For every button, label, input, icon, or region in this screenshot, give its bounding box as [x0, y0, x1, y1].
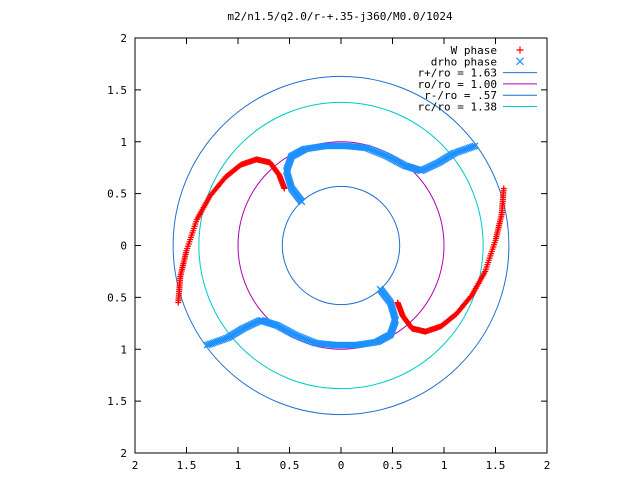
x-tick-label: 1.5: [177, 459, 197, 472]
reference-circle: [172, 75, 510, 416]
legend-label: r-/ro = .57: [424, 89, 497, 102]
legend-label: drho phase: [431, 55, 497, 68]
x-tick-label: 1.5: [486, 459, 506, 472]
y-tick-label: 2: [120, 32, 127, 45]
data-point: [205, 341, 212, 349]
legend-label: W phase: [451, 44, 497, 57]
x-tick-label: 0.5: [383, 459, 403, 472]
reference-circles: [172, 75, 510, 416]
x-tick-label: 1: [235, 459, 242, 472]
data-point: [471, 142, 479, 150]
axis-ticks: 2 1.5 1 0.5 0 0.5 1 1.5 221.510.500.511.52: [107, 32, 550, 472]
reference-circle: [281, 185, 401, 306]
data-point: [470, 142, 477, 150]
series-w-phase: [175, 156, 507, 335]
y-tick-label: 0.5: [107, 291, 127, 304]
reference-circle: [237, 141, 445, 350]
y-tick-label: 0: [120, 240, 127, 253]
x-tick-label: 2: [132, 459, 139, 472]
y-tick-label: 1: [120, 343, 127, 356]
y-tick-label: 1.5: [107, 84, 127, 97]
data-series: [175, 142, 507, 349]
x-tick-label: 1: [441, 459, 448, 472]
chart-title: m2/n1.5/q2.0/r-+.35-j360/M0.0/1024: [227, 10, 453, 23]
x-tick-label: 2: [544, 459, 551, 472]
y-tick-label: 1: [120, 136, 127, 149]
x-tick-label: 0: [338, 459, 345, 472]
legend-label: ro/ro = 1.00: [418, 78, 497, 91]
y-tick-label: 0.5: [107, 188, 127, 201]
legend-label: r+/ro = 1.63: [418, 67, 497, 80]
legend-swatch: [516, 46, 524, 54]
y-tick-label: 1.5: [107, 395, 127, 408]
series-drho-phase: [203, 142, 479, 349]
data-point: [203, 341, 211, 349]
legend-swatch: [516, 57, 524, 66]
x-tick-label: 0.5: [280, 459, 300, 472]
legend-label: rc/ro = 1.38: [418, 101, 497, 114]
reference-circle: [198, 101, 484, 390]
data-point: [281, 185, 288, 192]
data-point: [394, 299, 401, 306]
y-tick-label: 2: [120, 447, 127, 460]
